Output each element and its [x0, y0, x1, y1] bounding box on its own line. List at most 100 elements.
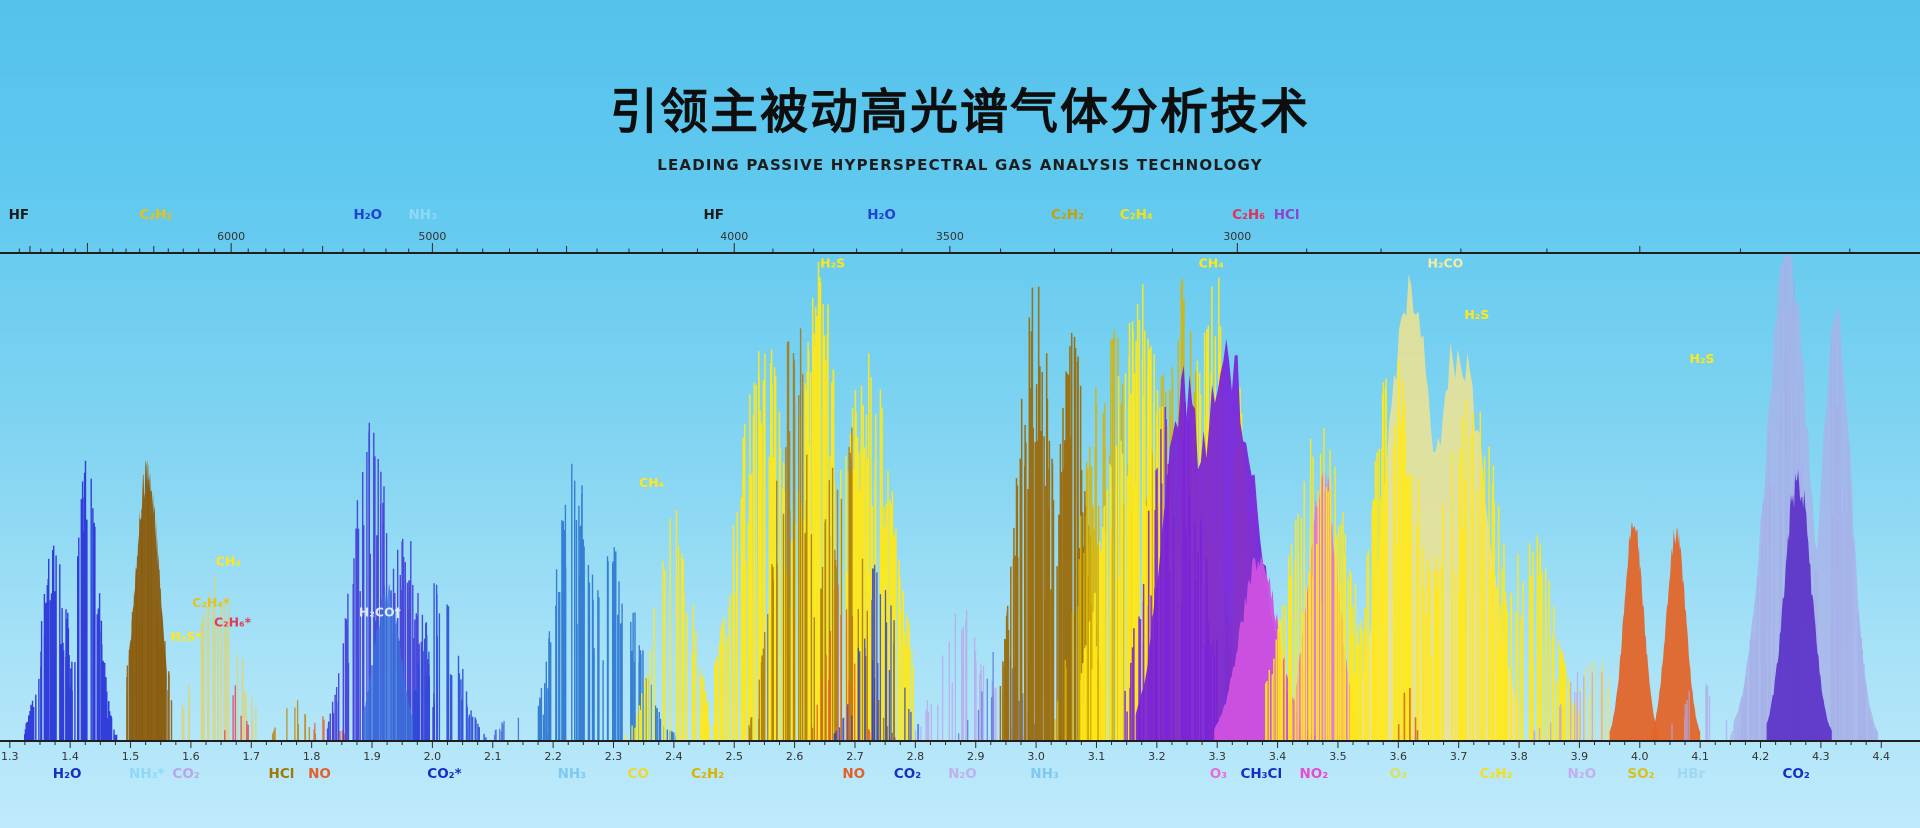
- top-molecule-label: H₂O: [353, 207, 382, 223]
- bottom-axis-tick-label: 2.5: [725, 750, 743, 763]
- top-molecule-label: HF: [703, 207, 724, 223]
- bottom-axis-tick-label: 3.5: [1329, 750, 1347, 763]
- bottom-axis-tick-label: 1.8: [303, 750, 321, 763]
- bottom-gas-label: N₂O: [1567, 766, 1596, 782]
- page-subtitle: LEADING PASSIVE HYPERSPECTRAL GAS ANALYS…: [657, 156, 1263, 174]
- chart-annotation: C₂H₄*: [192, 595, 230, 610]
- band-orange-3.61: [1397, 688, 1419, 741]
- band-so2-4.0-a: [1609, 523, 1658, 741]
- band-co2-4.3: [1733, 251, 1879, 741]
- band-blue-2.94: [958, 652, 1036, 741]
- bottom-axis-tick-label: 3.7: [1450, 750, 1468, 763]
- band-so2-4.0-b: [1651, 527, 1701, 741]
- band-yellow-3.7: [1350, 360, 1580, 741]
- bottom-gas-label: HBr: [1677, 766, 1706, 782]
- bottom-axis-tick-label: 1.6: [182, 750, 200, 763]
- band-co2-2.0: [413, 583, 487, 741]
- bottom-gas-label: SO₂: [1627, 766, 1654, 782]
- bottom-axis-tick-label: 2.3: [605, 750, 623, 763]
- bottom-gas-label: H₂O: [53, 766, 82, 782]
- bottom-gas-label: NH₃: [1030, 766, 1059, 782]
- top-axis-tick-label: 6000: [217, 230, 245, 243]
- band-hcl-1.77: [271, 700, 317, 741]
- top-molecule-label: HCl: [1274, 207, 1300, 223]
- band-lavender-4.1: [1671, 683, 1736, 741]
- bottom-axis-tick-label: 3.9: [1571, 750, 1589, 763]
- band-orchid-3.37: [1214, 555, 1308, 741]
- bottom-gas-label: CO₂: [1782, 766, 1809, 782]
- top-molecule-labels: HF C₂H₂ H₂O NH₃ HF H₂O C₂H₂ C₂H₄ C₂H₆ HCl: [9, 207, 1300, 223]
- chart-annotation: CH₄: [1199, 256, 1224, 271]
- band-violet-4.26: [1766, 469, 1832, 741]
- bottom-gas-label: O₃: [1390, 766, 1407, 782]
- spectral-bands: [24, 251, 1879, 741]
- bottom-gas-label: CO₂*: [427, 766, 461, 782]
- top-axis-tick-label: 3000: [1223, 230, 1251, 243]
- chart-annotation: CH₄: [639, 475, 664, 490]
- bottom-axis-tick-label: 3.8: [1510, 750, 1528, 763]
- top-molecule-label: H₂O: [867, 207, 896, 223]
- top-molecule-label: NH₃: [408, 207, 437, 223]
- band-block-1.53-lines: [126, 479, 173, 741]
- chart-annotation: H₂S: [1464, 307, 1489, 322]
- chart-annotation: H₂CO: [1428, 256, 1464, 271]
- chart-annotation: H₂S: [820, 256, 845, 271]
- bottom-axis-tick-label: 3.2: [1148, 750, 1166, 763]
- bottom-gas-label: CO₂: [894, 766, 921, 782]
- bottom-axis-tick-label: 4.0: [1631, 750, 1649, 763]
- chart-annotations: H₂S CH₄ CH₄ H₂CO H₂S H₂S CH₄ C₂H₄* C₂H₆* H₂S* H₂CO…: [170, 256, 1714, 644]
- bottom-axis-tick-label: 2.0: [424, 750, 442, 763]
- bottom-axis-tick-label: 2.4: [665, 750, 683, 763]
- page-title: 引领主被动高光谱气体分析技术: [609, 84, 1310, 140]
- chart-annotation: H₂S*: [170, 629, 202, 644]
- bottom-axis-tick-label: 3.3: [1208, 750, 1226, 763]
- chart-annotation: C₂H₆*: [214, 614, 252, 629]
- bottom-gas-label: CO: [628, 766, 649, 782]
- bottom-gas-label: CO₂: [172, 766, 199, 782]
- bottom-gas-label: NH₃*: [129, 766, 165, 782]
- bottom-gas-labels: H₂O NH₃* CO₂ HCl NO CO₂* NH₃ CO C₂H₂ NO CO₂ N₂O NH₃ O…: [53, 766, 1810, 782]
- bottom-axis-tick-label: 4.2: [1752, 750, 1770, 763]
- band-nh3-2.25: [537, 463, 677, 741]
- chart-annotation: H₂S: [1689, 351, 1714, 366]
- bottom-axis-tick-label: 3.0: [1027, 750, 1045, 763]
- top-axis-tick-label: 5000: [418, 230, 446, 243]
- top-molecule-label: HF: [9, 207, 30, 223]
- band-h2co-1.93: [363, 583, 414, 741]
- bottom-gas-label: C₂H₂: [691, 766, 724, 782]
- band-co2-2.75: [833, 564, 919, 741]
- bottom-axis-tick-label: 3.6: [1390, 750, 1408, 763]
- bottom-axis-tick-label: 2.9: [967, 750, 985, 763]
- band-c2h2-3.0: [999, 286, 1105, 741]
- chart-annotation: H₂CO†: [359, 605, 401, 620]
- band-ch4-1.65: [181, 577, 257, 741]
- bottom-gas-label: NO: [308, 766, 331, 782]
- bottom-axis-tick-label: 3.1: [1088, 750, 1106, 763]
- bottom-gas-label: CH₃Cl: [1240, 766, 1282, 782]
- bottom-axis-tick-label: 2.1: [484, 750, 502, 763]
- bottom-axis-tick-label: 2.6: [786, 750, 804, 763]
- bottom-axis-tick-label: 4.1: [1691, 750, 1709, 763]
- top-molecule-label: C₂H₂: [139, 207, 172, 223]
- bottom-axis-tick-label: 2.2: [544, 750, 562, 763]
- top-molecule-label: C₂H₆: [1232, 207, 1265, 223]
- band-h2o-1.4: [24, 460, 118, 741]
- bottom-gas-label: O₃: [1210, 766, 1227, 782]
- bottom-axis-tick-label: 1.5: [122, 750, 140, 763]
- bottom-gas-label: N₂O: [948, 766, 977, 782]
- bottom-axis-tick-label: 1.7: [243, 750, 261, 763]
- top-axis-wavenumber: 6000 5000 4000 3500 3000: [0, 230, 1920, 254]
- band-ch4-2.4: [624, 509, 716, 741]
- bottom-gas-label: C₂H₂: [1480, 766, 1513, 782]
- bottom-axis-tick-label: 4.3: [1812, 750, 1830, 763]
- chart-annotation: CH₄: [216, 553, 241, 568]
- bottom-axis-wavelength: 1.3 1.4 1.5 1.6 1.7 1.8 1.9 2.0 2.1 2.2 2.3 2.4 2.5 2…: [0, 740, 1920, 763]
- bottom-gas-label: NH₃: [558, 766, 587, 782]
- top-molecule-label: C₂H₄: [1120, 207, 1153, 223]
- top-molecule-label: C₂H₂: [1051, 207, 1084, 223]
- band-c2h6-1.68: [224, 685, 249, 741]
- bottom-axis-tick-label: 1.3: [1, 750, 19, 763]
- bottom-axis-tick-label: 4.4: [1873, 750, 1891, 763]
- bottom-gas-label: NO₂: [1299, 766, 1328, 782]
